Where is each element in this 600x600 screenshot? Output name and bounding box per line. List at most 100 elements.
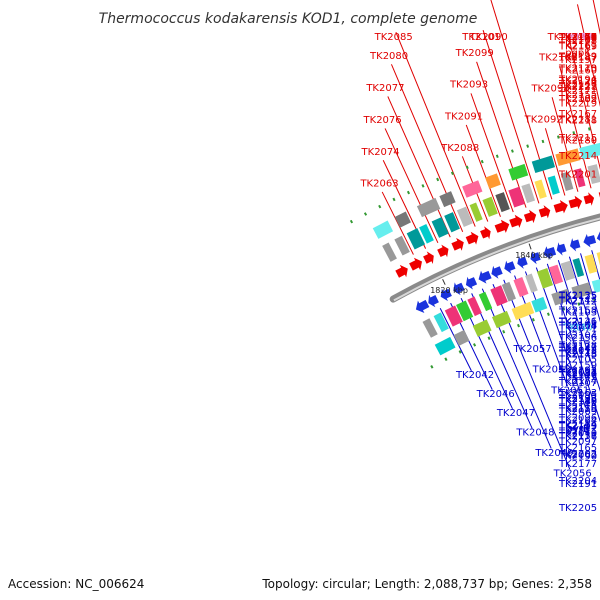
gene-label: TK2139: [558, 32, 597, 43]
reverse-gene-arrow: [583, 234, 597, 248]
gene-label: TK2134: [558, 420, 597, 431]
gene-label: TK2049: [534, 448, 573, 459]
gene-label: TK2055: [532, 365, 571, 376]
forward-gene-arrow: [553, 200, 568, 214]
gene-label: TKt41: [562, 32, 592, 43]
gene-label: TK2168: [558, 320, 597, 331]
forward-category-tile: [485, 173, 501, 189]
gene-label: TK2090: [469, 32, 508, 43]
gene-label: TK2093: [449, 80, 488, 91]
genome-backbone: [389, 213, 600, 303]
reverse-annotation-tile: [525, 273, 538, 293]
reverse-annotation-tile: [467, 296, 482, 317]
gene-label: TK2115: [558, 346, 597, 357]
forward-annotation-tile: [521, 183, 536, 204]
forward-annotation-tile: [394, 235, 410, 256]
forward-category-tile: [416, 197, 441, 218]
gene-label: TK2158: [558, 305, 597, 316]
forward-annotation-tile: [444, 212, 460, 233]
gene-label: TK2147: [558, 53, 597, 64]
gene-label: TK2191: [558, 479, 597, 490]
gene-label: TK2057: [513, 344, 552, 355]
gene-label: TK2114: [558, 321, 597, 332]
forward-annotation-tile: [574, 168, 586, 188]
forward-gene-arrow: [409, 257, 422, 271]
gene-label: TK2166: [558, 32, 597, 43]
gene-label: TK2160: [558, 65, 597, 76]
reverse-annotation-tile: [490, 285, 508, 307]
forward-annotation-tile: [431, 217, 449, 238]
gene-label: TK2144: [558, 295, 597, 306]
gene-label: TK2105: [558, 354, 597, 365]
gene-label: TK2189: [558, 396, 597, 407]
reverse-category-tile: [551, 288, 572, 306]
gene-label: TK2178: [558, 341, 597, 352]
gene-label: TK2085: [374, 32, 413, 43]
reverse-annotation-tile: [422, 318, 438, 338]
gene-label: TK2136: [558, 32, 597, 43]
gene-label: TK2074: [361, 147, 400, 158]
gene-label: TK2169: [558, 41, 597, 52]
gene-label: TK2062: [558, 450, 597, 461]
gene-label: TK2194: [558, 74, 597, 85]
gene-label: TK2146: [558, 79, 597, 90]
gene-label: TK2127: [558, 342, 597, 353]
forward-annotation-tile: [587, 164, 600, 184]
gene-label: TK2112: [558, 297, 597, 308]
gene-label: TK2097: [558, 436, 597, 447]
gene-label: TK2046: [476, 389, 515, 400]
forward-category-tile: [508, 163, 529, 181]
forward-annotation-tile: [456, 206, 473, 227]
gene-label: TK2077: [365, 83, 404, 94]
forward-category-tile: [372, 220, 394, 239]
reverse-annotation-tile: [548, 264, 564, 285]
gene-label: TK2088: [440, 143, 479, 154]
gene-label: TK2167: [558, 109, 597, 120]
gene-label: TK2176: [558, 431, 597, 442]
forward-category-tile: [579, 142, 600, 160]
gene-label: TK2133: [558, 394, 597, 405]
leader-line: [559, 66, 592, 189]
gene-label: TK2195: [558, 421, 597, 432]
gene-label: rfx: [571, 377, 585, 388]
reverse-annotation-tile: [444, 305, 463, 327]
gene-label: TK2161: [558, 41, 597, 52]
forward-gene-arrow: [568, 195, 583, 210]
gene-label: TK2192: [558, 366, 597, 377]
gene-label: TK2111: [558, 427, 597, 438]
gene-label: TK2172: [558, 32, 597, 43]
gene-label: TK2154: [558, 32, 597, 43]
gene-label: TK2063: [359, 179, 398, 190]
reverse-annotation-tile: [584, 254, 598, 274]
forward-annotation-tile: [508, 186, 525, 208]
gene-label: TK2175: [558, 404, 597, 415]
reverse-category-tile: [571, 282, 593, 299]
forward-annotation-tile: [406, 228, 426, 250]
reverse-annotation-tile: [433, 312, 449, 333]
reverse-gene-arrow: [453, 282, 465, 296]
reverse-gene-arrow: [415, 299, 430, 313]
reverse-gene-arrow: [428, 294, 439, 308]
reverse-category-tile: [511, 301, 535, 321]
gene-label: TK2156: [558, 333, 597, 344]
reverse-annotation-tile: [536, 268, 553, 289]
gene-label: TK2103: [558, 307, 597, 318]
leader-line: [471, 293, 533, 429]
gene-label: TK2118: [558, 396, 597, 407]
gene-label: TK2150: [558, 32, 597, 43]
gene-label: TK2107: [558, 378, 597, 389]
forward-gene-arrow: [395, 264, 408, 278]
gene-label: TK2182: [558, 94, 597, 105]
gene-label: TK2174: [558, 376, 597, 387]
reverse-category-tile: [453, 329, 470, 346]
gene-label: TK2101: [461, 32, 500, 43]
gene-label: TK2123: [558, 81, 597, 92]
gene-label: TK2140: [558, 370, 597, 381]
reverse-gene-arrow: [517, 255, 528, 269]
gene-label: TK2109: [558, 94, 597, 105]
leader-line: [482, 30, 540, 204]
gene-label: TK2131: [558, 32, 597, 43]
gene-blocks: [372, 142, 600, 356]
reverse-category-tile: [472, 319, 492, 337]
leader-line: [544, 128, 566, 196]
